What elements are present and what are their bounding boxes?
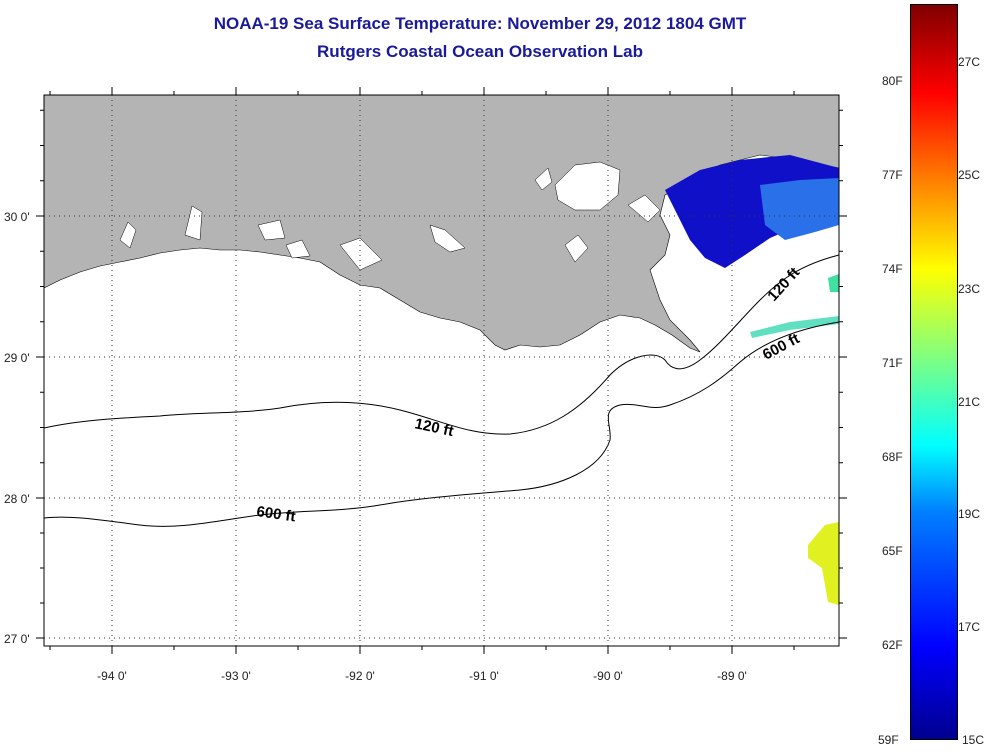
lon-label: -89 0' — [717, 669, 747, 683]
lake — [429, 224, 466, 253]
colorbar-f-label: 65F — [882, 544, 903, 558]
sst-yellow-patch — [808, 522, 839, 605]
colorbar-f-label: 68F — [882, 450, 903, 464]
sst-green-patch — [828, 274, 839, 292]
lake — [339, 237, 383, 271]
map-frame — [43, 94, 840, 647]
colorbar-f-label: 62F — [882, 638, 903, 652]
contour-label-600ft: 600 ft — [255, 503, 296, 525]
colorbar-c-label: 27C — [958, 55, 981, 69]
lake — [564, 234, 589, 263]
lat-label: 28 0' — [4, 492, 30, 506]
map-title: NOAA-19 Sea Surface Temperature: Novembe… — [213, 14, 747, 33]
land-mass — [43, 94, 840, 353]
colorbar-c-label: 15C — [962, 733, 985, 747]
colorbar-c-label: 21C — [958, 395, 981, 409]
lat-label: 27 0' — [4, 632, 30, 646]
colorbar-c-label: 17C — [958, 620, 981, 634]
lake — [257, 219, 286, 241]
lake — [119, 221, 137, 249]
colorbar-c-label: 23C — [958, 282, 981, 296]
colorbar-f-label: 71F — [882, 356, 903, 370]
lake — [534, 167, 553, 191]
lon-label: -94 0' — [97, 669, 127, 683]
lake — [554, 161, 621, 211]
lon-label: -90 0' — [593, 669, 623, 683]
graticule — [44, 95, 839, 646]
lake — [285, 239, 311, 259]
axis-ticks — [36, 87, 847, 654]
colorbar-f-label: 77F — [882, 168, 903, 182]
sst-cool-patch — [760, 178, 839, 240]
colorbar — [910, 4, 958, 740]
colorbar-f-label: 74F — [882, 262, 903, 276]
lake — [627, 194, 661, 223]
lon-label: -91 0' — [469, 669, 499, 683]
colorbar-c-label: 25C — [958, 168, 981, 182]
sst-green-streak — [750, 316, 839, 338]
map-subtitle: Rutgers Coastal Ocean Observation Lab — [317, 42, 643, 61]
colorbar-c-label: 19C — [958, 507, 981, 521]
colorbar-f-label: 80F — [882, 74, 903, 88]
lon-label: -92 0' — [345, 669, 375, 683]
lat-label: 30 0' — [4, 210, 30, 224]
contour-120ft — [43, 254, 840, 435]
colorbar-f-label: 59F — [878, 733, 899, 747]
contour-600ft — [43, 321, 840, 527]
lon-label: -93 0' — [221, 669, 251, 683]
lat-label: 29 0' — [4, 351, 30, 365]
